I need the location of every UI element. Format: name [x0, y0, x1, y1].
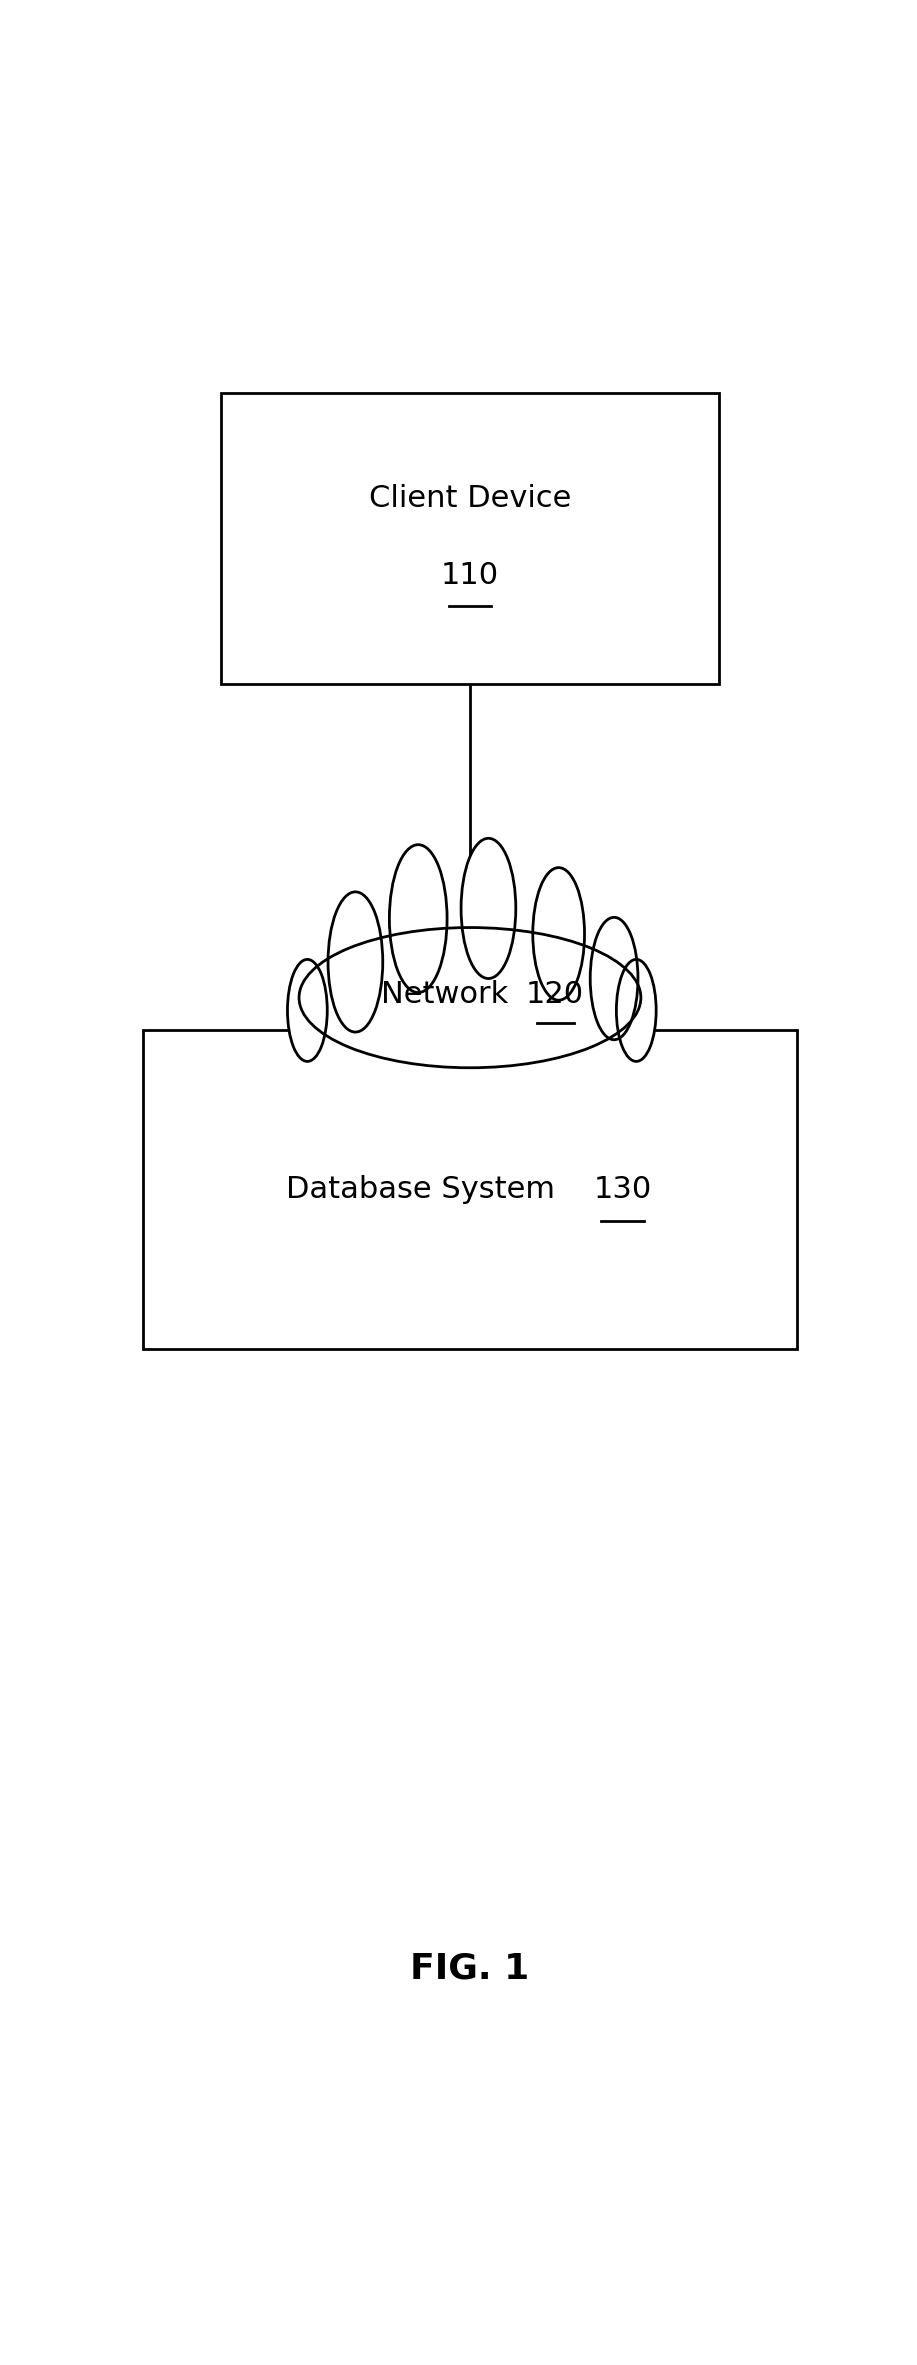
Bar [143, 1031, 797, 1348]
Bar [221, 393, 719, 683]
Circle shape [390, 844, 447, 993]
Circle shape [328, 892, 382, 1031]
Circle shape [287, 960, 327, 1062]
Circle shape [533, 868, 584, 1000]
Circle shape [616, 960, 657, 1062]
Circle shape [461, 837, 515, 979]
Text: 110: 110 [441, 561, 499, 589]
Ellipse shape [299, 927, 641, 1067]
Circle shape [591, 918, 638, 1041]
Text: FIG. 1: FIG. 1 [410, 1951, 530, 1984]
Text: Network: Network [381, 979, 509, 1007]
Text: Client Device: Client Device [369, 485, 571, 513]
Text: 130: 130 [593, 1175, 652, 1204]
Text: Database System: Database System [286, 1175, 555, 1204]
Text: 120: 120 [526, 979, 584, 1007]
